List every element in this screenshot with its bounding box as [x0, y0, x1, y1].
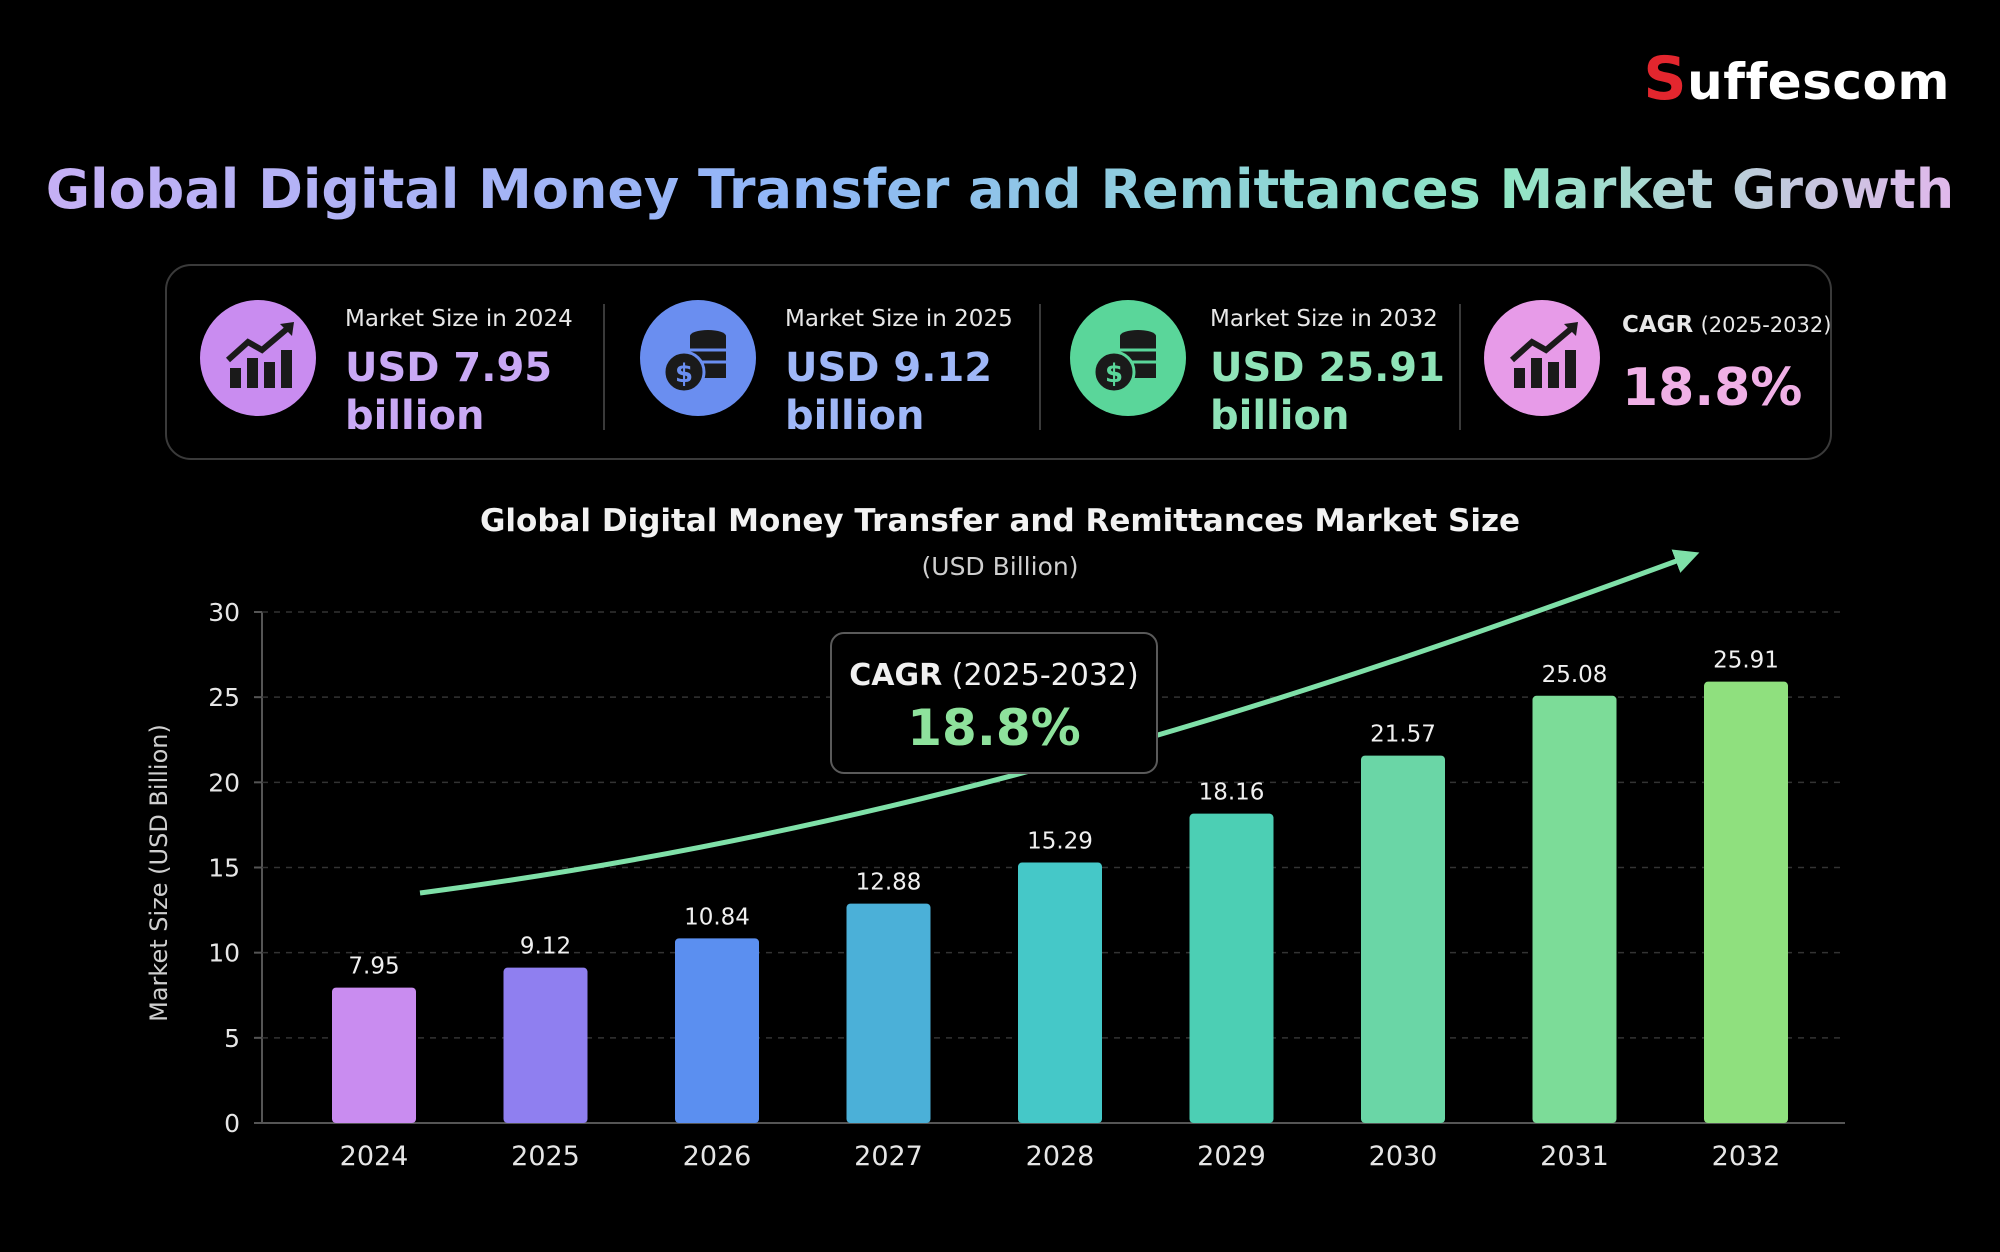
- chart-up-icon: [200, 300, 316, 416]
- brand-logo-initial: S: [1643, 44, 1688, 114]
- divider: [603, 304, 605, 430]
- stat-label: Market Size in 2032: [1210, 306, 1438, 332]
- x-tick-label: 2026: [683, 1141, 752, 1172]
- stat-value: USD 9.12: [785, 345, 993, 391]
- x-tick-label: 2024: [340, 1141, 409, 1172]
- bar-value-label: 9.12: [520, 934, 571, 960]
- stat-value: 18.8%: [1622, 358, 1803, 418]
- chart-subtitle: (USD Billion): [921, 552, 1079, 581]
- bar-value-label: 15.29: [1027, 829, 1093, 855]
- x-tick-label: 2031: [1540, 1141, 1609, 1172]
- stat-market-2024: Market Size in 2024 USD 7.95 billion: [167, 266, 607, 458]
- y-tick-label: 0: [224, 1109, 240, 1138]
- stat-label: CAGR (2025-2032): [1622, 312, 1831, 338]
- x-tick-label: 2032: [1712, 1141, 1781, 1172]
- stat-label-bold: CAGR: [1622, 312, 1694, 338]
- stat-market-2032: $ Market Size in 2032 USD 25.91 billion: [1042, 266, 1462, 458]
- bar-2032: [1704, 681, 1788, 1123]
- coins-icon: $: [1070, 300, 1186, 416]
- brand-logo: Suffescom: [1643, 44, 1950, 114]
- y-tick-label: 15: [208, 854, 240, 883]
- bar-2025: [503, 967, 588, 1123]
- chart-title: Global Digital Money Transfer and Remitt…: [479, 503, 1521, 539]
- cagr-callout-value: 18.8%: [907, 699, 1081, 757]
- x-tick-label: 2025: [511, 1141, 580, 1172]
- x-tick-label: 2030: [1369, 1141, 1438, 1172]
- y-tick-label: 30: [208, 598, 240, 627]
- bar-2029: [1189, 813, 1274, 1123]
- y-tick-label: 10: [208, 939, 240, 968]
- y-tick-label: 20: [208, 768, 240, 797]
- chart-up-icon: [1484, 300, 1600, 416]
- x-tick-label: 2027: [854, 1141, 923, 1172]
- y-tick-label: 25: [208, 683, 240, 712]
- bar-2026: [675, 938, 759, 1123]
- bar-value-label: 25.08: [1542, 662, 1608, 688]
- bar-value-label: 25.91: [1713, 648, 1779, 674]
- bar-2027: [846, 903, 931, 1123]
- x-tick-label: 2029: [1197, 1141, 1266, 1172]
- stat-label-rest: (2025-2032): [1700, 313, 1832, 337]
- stat-label: Market Size in 2025: [785, 306, 1013, 332]
- stat-value-unit: billion: [1210, 393, 1350, 439]
- stat-value: USD 25.91: [1210, 345, 1445, 391]
- coins-icon: $: [640, 300, 756, 416]
- bar-value-label: 21.57: [1370, 722, 1436, 748]
- svg-text:$: $: [675, 359, 693, 389]
- divider: [1039, 304, 1041, 430]
- stat-value-unit: billion: [785, 393, 925, 439]
- stat-value: USD 7.95: [345, 345, 553, 391]
- cagr-callout-label-bold: CAGR: [849, 658, 943, 693]
- bar-value-label: 7.95: [348, 954, 399, 980]
- divider: [1459, 304, 1461, 430]
- page-title: Global Digital Money Transfer and Remitt…: [0, 158, 2000, 221]
- stat-market-2025: $ Market Size in 2025 USD 9.12 billion: [607, 266, 1042, 458]
- svg-text:$: $: [1105, 359, 1123, 389]
- bar-2024: [332, 987, 416, 1123]
- bar-value-label: 10.84: [684, 904, 750, 930]
- stat-value-unit: billion: [345, 393, 485, 439]
- y-axis-label: Market Size (USD Billion): [145, 724, 173, 1022]
- bar-value-label: 18.16: [1199, 780, 1265, 806]
- bar-value-label: 12.88: [856, 870, 922, 896]
- bar-2028: [1018, 862, 1102, 1123]
- cagr-callout-label: CAGR (2025-2032): [832, 658, 1156, 693]
- stat-label: Market Size in 2024: [345, 306, 573, 332]
- brand-logo-text: uffescom: [1687, 53, 1950, 111]
- bar-2031: [1532, 695, 1617, 1123]
- stats-panel: Market Size in 2024 USD 7.95 billion $ M…: [165, 264, 1832, 460]
- y-tick-label: 5: [224, 1024, 240, 1053]
- bar-2030: [1361, 755, 1445, 1123]
- cagr-callout: CAGR (2025-2032) 18.8%: [830, 632, 1158, 774]
- x-tick-label: 2028: [1026, 1141, 1095, 1172]
- stat-cagr: CAGR (2025-2032) 18.8%: [1462, 266, 1832, 458]
- cagr-callout-label-rest: (2025-2032): [951, 658, 1139, 693]
